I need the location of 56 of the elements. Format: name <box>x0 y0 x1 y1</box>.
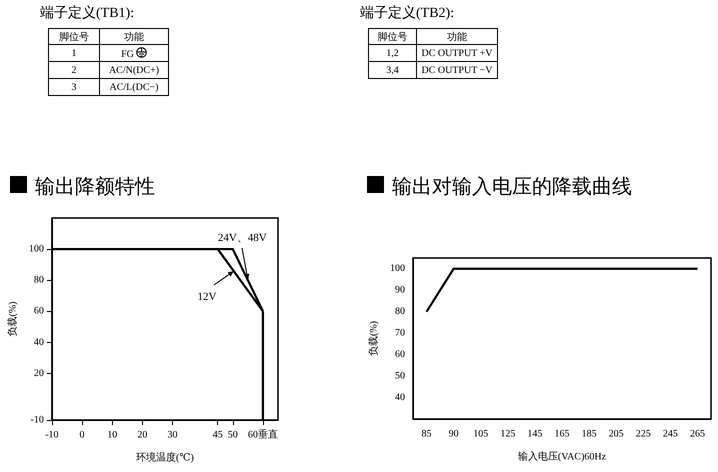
x-tick-label: 165 <box>554 428 570 440</box>
text: 3,4 <box>386 64 399 76</box>
y-tick-label: 60 <box>395 349 405 360</box>
x-tick-label: 105 <box>473 428 488 440</box>
x-tick-label: 265 <box>690 428 705 440</box>
x-axis-title: 环境温度(℃) <box>136 452 194 464</box>
x-tick-label: 205 <box>608 428 624 440</box>
x-tick-label: 60垂直 <box>248 428 278 440</box>
x-tick-label: 45 <box>212 430 223 440</box>
x-tick-label: 10 <box>107 430 118 440</box>
x-tick-label: 125 <box>500 428 516 440</box>
y-tick-label: 50 <box>395 370 405 382</box>
x-tick-label: 20 <box>137 430 148 440</box>
y-axis-title: 负载(%) <box>368 321 380 356</box>
text: 1 <box>72 48 76 58</box>
category-label: 功能 <box>416 28 498 44</box>
x-tick-label: -10 <box>45 430 59 440</box>
text: 端子定义(TB2): <box>360 4 456 22</box>
legend-label: 12V <box>198 290 216 303</box>
x-tick-label: 0 <box>80 430 85 440</box>
text: DC OUTPUT +V <box>421 48 492 58</box>
x-tick-label: 145 <box>527 428 542 440</box>
y-tick-label: 80 <box>395 306 405 318</box>
x-tick-label: 85 <box>422 428 432 440</box>
y-tick-label: 90 <box>395 284 405 296</box>
text: 端子定义(TB1): <box>40 4 136 22</box>
x-tick-label: 185 <box>582 428 597 440</box>
x-axis-title: 输入电压(VAC)60Hz <box>518 450 607 462</box>
y-tick-label: 70 <box>395 328 405 339</box>
series-label: 24V、48V <box>218 231 267 246</box>
text: 3 <box>72 82 76 92</box>
text: AC/N(DC+) <box>108 64 160 76</box>
y-tick-label: 40 <box>395 392 405 404</box>
x-tick-label: 90 <box>448 428 459 440</box>
text: DC OUTPUT −V <box>421 64 492 76</box>
y-tick-label: 60 <box>34 306 44 317</box>
text: 1,2 <box>386 48 399 58</box>
y-tick-label: 100 <box>28 244 44 255</box>
y-axis-title: 负载(%) <box>6 302 18 336</box>
category-label: 功能 <box>100 28 168 44</box>
y-tick-label: 80 <box>34 274 44 286</box>
y-tick-label: 20 <box>34 368 44 379</box>
x-tick-label: 30 <box>167 430 178 440</box>
x-tick-label: 245 <box>662 428 678 440</box>
y-tick-label: 40 <box>34 336 44 348</box>
x-tick-label: 225 <box>636 428 651 440</box>
category-label: 脚位号 <box>48 28 100 44</box>
text: 2 <box>72 64 76 76</box>
y-tick-label: -10 <box>30 414 44 426</box>
text: AC/L(DC−) <box>110 82 158 92</box>
text: FG <box>121 48 134 60</box>
x-tick-label: 50 <box>228 430 238 440</box>
chart-title: 输出降额特性 <box>35 176 155 198</box>
category-label: 脚位号 <box>368 28 416 44</box>
y-tick-label: 100 <box>390 263 405 274</box>
chart-title: 输出对输入电压的降载曲线 <box>392 176 632 198</box>
